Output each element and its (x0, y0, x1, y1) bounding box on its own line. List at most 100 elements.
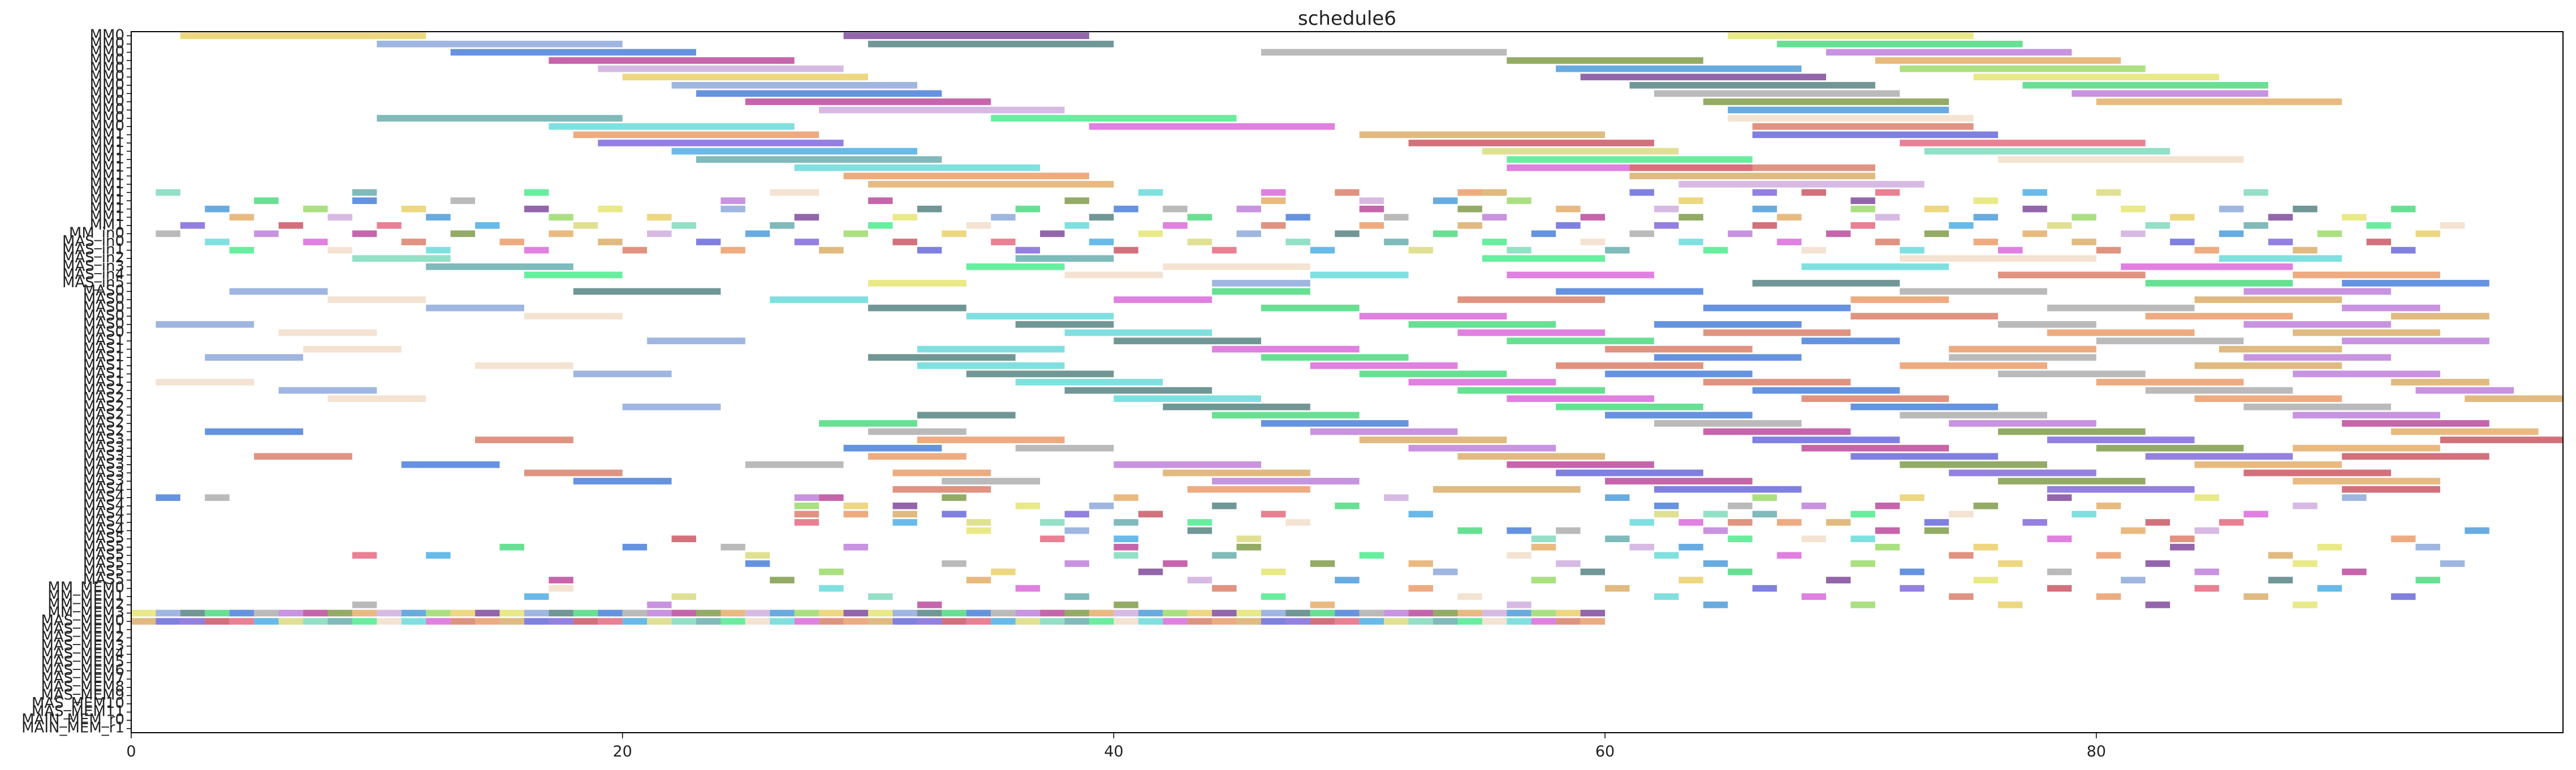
task-bar (868, 41, 1114, 47)
task-bar (1457, 222, 1482, 229)
task-bar (1163, 403, 1310, 410)
y-tick-label: MAS0 (83, 307, 124, 324)
task-bar (622, 403, 721, 410)
task-bar (1138, 618, 1163, 625)
task-bar (475, 222, 500, 229)
y-tick-label: MAS_MEM2 (41, 629, 124, 646)
task-bar (278, 329, 377, 336)
task-bar (1629, 543, 1654, 551)
task-bar (2170, 535, 2195, 543)
task-bar (1703, 98, 1949, 105)
task-bar (1089, 214, 1114, 221)
task-bar (1703, 527, 1728, 534)
y-tick-label: MAS3 (83, 464, 124, 481)
task-bar (1408, 246, 1434, 254)
task-bar (892, 519, 917, 526)
task-bar (1605, 535, 1630, 543)
task-bar (1359, 205, 1384, 213)
task-bar (2243, 511, 2268, 518)
task-bar (1457, 329, 1606, 336)
task-bar (794, 239, 819, 245)
task-bar (1556, 222, 1581, 229)
task-bar (1850, 222, 1875, 229)
task-bar (671, 618, 696, 625)
task-bar (1236, 609, 1261, 617)
task-bar (327, 246, 352, 254)
y-tick-label: MAS2 (83, 406, 124, 423)
task-bar (1359, 197, 1384, 204)
task-bar (1114, 461, 1261, 468)
task-bar (2047, 486, 2195, 493)
task-bar (1703, 560, 1728, 567)
task-bar (1507, 395, 1654, 403)
task-bar (1236, 205, 1261, 213)
task-bar (2096, 444, 2244, 452)
task-bar (2047, 329, 2195, 336)
task-bar (745, 552, 770, 559)
task-bar (647, 230, 672, 237)
task-bar (671, 535, 696, 543)
task-bar (1359, 618, 1384, 625)
task-bar (303, 609, 328, 617)
task-bar (426, 214, 451, 221)
task-bar (352, 189, 377, 196)
task-bar (1359, 131, 1606, 139)
task-bar (1679, 519, 1703, 526)
task-bar (1850, 453, 1999, 460)
task-bar (2170, 239, 2195, 245)
task-bar (1949, 552, 1974, 559)
task-bar (1138, 189, 1163, 196)
task-bar (2194, 568, 2219, 576)
task-bar (2145, 519, 2171, 526)
task-bar (843, 618, 869, 625)
task-bar (1998, 370, 2146, 378)
task-bar (2268, 577, 2293, 583)
task-bar (2194, 246, 2219, 254)
task-bar (991, 239, 1016, 245)
task-bar (1015, 502, 1041, 509)
task-bar (1703, 602, 1728, 608)
task-bar (1728, 106, 1949, 114)
y-tick-label: MM0 (90, 60, 124, 77)
task-bar (1261, 568, 1286, 576)
task-bar (1236, 535, 1261, 543)
task-bar (1482, 239, 1507, 245)
task-bar (2243, 469, 2391, 477)
task-bar (2243, 593, 2268, 600)
task-bar (303, 205, 328, 213)
task-bar (892, 511, 917, 518)
task-bar (1064, 387, 1213, 394)
task-bar (278, 618, 304, 625)
y-tick-label: MAS4 (83, 505, 124, 522)
task-bar (966, 618, 991, 625)
task-bar (205, 618, 230, 625)
task-bar (426, 618, 451, 625)
task-bar (868, 428, 966, 435)
task-bar (2268, 239, 2293, 245)
y-tick-label: MAS_MEM7 (41, 670, 124, 687)
task-bar (1850, 296, 1949, 303)
task-bar (1703, 304, 1851, 312)
task-bar (1064, 593, 1089, 600)
task-bar (475, 618, 500, 625)
task-bar (131, 609, 156, 617)
task-bar (573, 222, 598, 229)
task-bar (549, 214, 573, 221)
task-bar (917, 609, 942, 617)
task-bar (1261, 222, 1286, 229)
task-bar (1777, 519, 1802, 526)
task-bar (1507, 461, 1654, 468)
task-bar (2096, 338, 2244, 344)
task-bar (1482, 189, 1507, 196)
task-bar (2342, 453, 2489, 460)
task-bar (1752, 280, 1900, 287)
task-bar (1752, 222, 1777, 229)
task-bar (1187, 618, 1213, 625)
task-bar (1507, 57, 1703, 64)
task-bar (1654, 502, 1679, 509)
task-bar (1015, 205, 1041, 213)
task-bar (598, 618, 623, 625)
task-bar (1801, 502, 1826, 509)
task-bar (1654, 511, 1679, 518)
task-bar (647, 609, 672, 617)
